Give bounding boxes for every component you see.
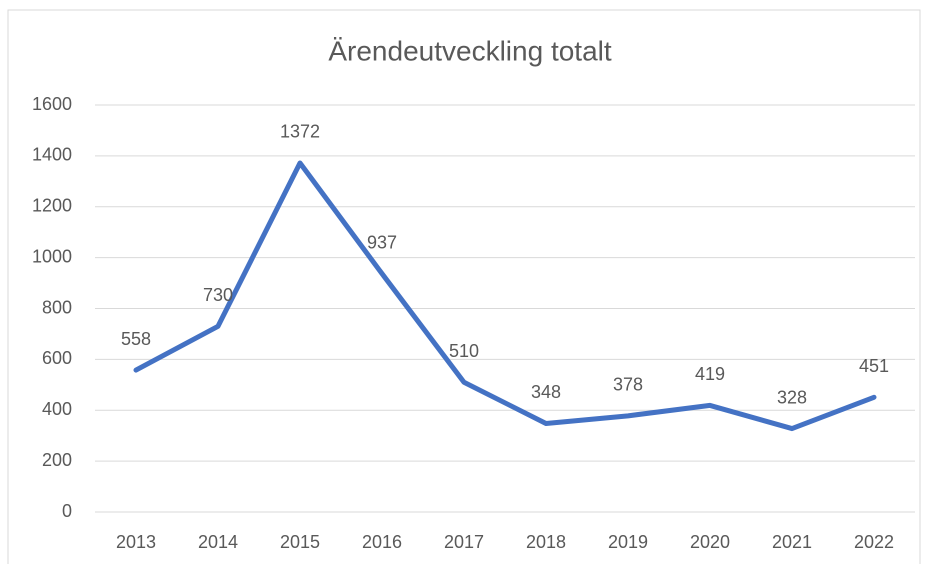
- y-tick-label: 200: [42, 450, 72, 470]
- data-label: 730: [203, 285, 233, 305]
- data-label: 348: [531, 382, 561, 402]
- y-tick-label: 800: [42, 297, 72, 317]
- x-tick-label: 2019: [608, 532, 648, 552]
- x-tick-label: 2015: [280, 532, 320, 552]
- data-label: 451: [859, 356, 889, 376]
- chart-border: [7, 9, 921, 564]
- y-tick-label: 1200: [32, 196, 72, 216]
- data-label: 419: [695, 364, 725, 384]
- y-tick-label: 1400: [32, 145, 72, 165]
- x-tick-label: 2013: [116, 532, 156, 552]
- data-label: 937: [367, 232, 397, 252]
- data-label: 378: [613, 375, 643, 395]
- x-tick-label: 2014: [198, 532, 238, 552]
- chart-title: Ärendeutveckling totalt: [328, 35, 612, 66]
- data-label: 328: [777, 387, 807, 407]
- data-label: 558: [121, 329, 151, 349]
- x-tick-label: 2016: [362, 532, 402, 552]
- y-tick-label: 400: [42, 399, 72, 419]
- y-tick-label: 0: [62, 501, 72, 521]
- data-label: 510: [449, 341, 479, 361]
- data-label: 1372: [280, 122, 320, 142]
- x-tick-label: 2020: [690, 532, 730, 552]
- x-tick-label: 2021: [772, 532, 812, 552]
- y-tick-label: 1600: [32, 94, 72, 114]
- y-tick-label: 1000: [32, 246, 72, 266]
- x-tick-label: 2018: [526, 532, 566, 552]
- x-tick-label: 2017: [444, 532, 484, 552]
- x-tick-label: 2022: [854, 532, 894, 552]
- y-tick-label: 600: [42, 348, 72, 368]
- line: [133, 160, 877, 432]
